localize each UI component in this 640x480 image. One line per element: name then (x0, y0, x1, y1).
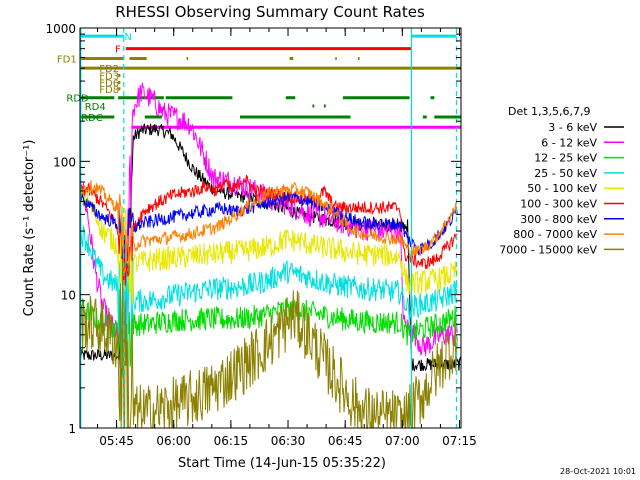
legend-label-12-25-kev: 12 - 25 keV (534, 152, 597, 165)
flag-label-n: N (124, 32, 131, 43)
legend-label-300-800-kev: 300 - 800 keV (520, 213, 597, 226)
series-line-25-50-kev (79, 225, 458, 344)
series-line-300-800-kev (79, 190, 458, 268)
flag-label-fd8: FD8 (99, 85, 119, 96)
y-axis-label: Count Rate (s⁻¹ detector⁻¹) (22, 140, 37, 317)
legend-label-3-6-kev: 3 - 6 keV (548, 121, 597, 134)
series-line-7000-15000-kev (79, 263, 458, 430)
flag-label-rd4: RD4 (85, 102, 106, 113)
y-tick-label-100: 100 (53, 155, 76, 169)
legend: Det 1,3,5,6,7,9 3 - 6 keV 6 - 12 keV 12 - … (499, 105, 624, 256)
series-line-800-7000-kev (79, 180, 458, 273)
x-tick-label-06-15: 06:15 (214, 434, 249, 448)
chart-title: RHESSI Observing Summary Count Rates (115, 3, 425, 21)
legend-label-50-100-kev: 50 - 100 keV (527, 182, 597, 195)
x-axis-label: Start Time (14-Jun-15 05:35:22) (178, 456, 386, 471)
legend-label-7000-15000-kev: 7000 - 15000 keV (499, 243, 597, 256)
x-axis: 05:45 06:00 06:15 06:30 06:45 07:00 07:15 (97, 28, 477, 448)
legend-label-6-12-kev: 6 - 12 keV (541, 136, 597, 149)
series-line-12-25-kev (79, 289, 458, 378)
vertical-lines-layer (80, 28, 458, 428)
y-tick-label-1000: 1000 (45, 22, 76, 36)
flag-label-fd6: FD6 (99, 79, 119, 90)
flag-label-f: F (115, 45, 121, 56)
x-tick-label-07-15: 07:15 (442, 434, 477, 448)
x-tick-label-07-00: 07:00 (385, 434, 420, 448)
flag-label-rdc: RDC (81, 113, 103, 124)
timestamp: 28-Oct-2021 10:01 (560, 467, 636, 476)
series-line-50-100-kev (79, 186, 458, 306)
series-line-6-12-kev (79, 82, 458, 368)
flag-label-fd3: FD3 (99, 72, 119, 83)
legend-label-100-300-kev: 100 - 300 keV (520, 198, 597, 211)
legend-label-25-50-kev: 25 - 50 keV (534, 167, 597, 180)
plot-frame (79, 27, 462, 429)
flag-label-fd2: FD2 (99, 64, 119, 75)
flag-label-fd1: FD1 (57, 55, 77, 66)
x-tick-label-05-45: 05:45 (99, 434, 134, 448)
x-tick-label-06-00: 06:00 (156, 434, 191, 448)
x-tick-label-06-45: 06:45 (328, 434, 363, 448)
y-axis: 1 10 100 1000 (45, 22, 461, 436)
series-lines-layer (79, 82, 462, 430)
legend-label-800-7000-kev: 800 - 7000 keV (513, 228, 597, 241)
legend-title: Det 1,3,5,6,7,9 (508, 105, 591, 118)
y-tick-label-10: 10 (61, 289, 76, 303)
x-tick-label-06-30: 06:30 (271, 434, 306, 448)
y-tick-label-1: 1 (68, 422, 76, 436)
flag-label-rdd: RDD (66, 94, 89, 105)
